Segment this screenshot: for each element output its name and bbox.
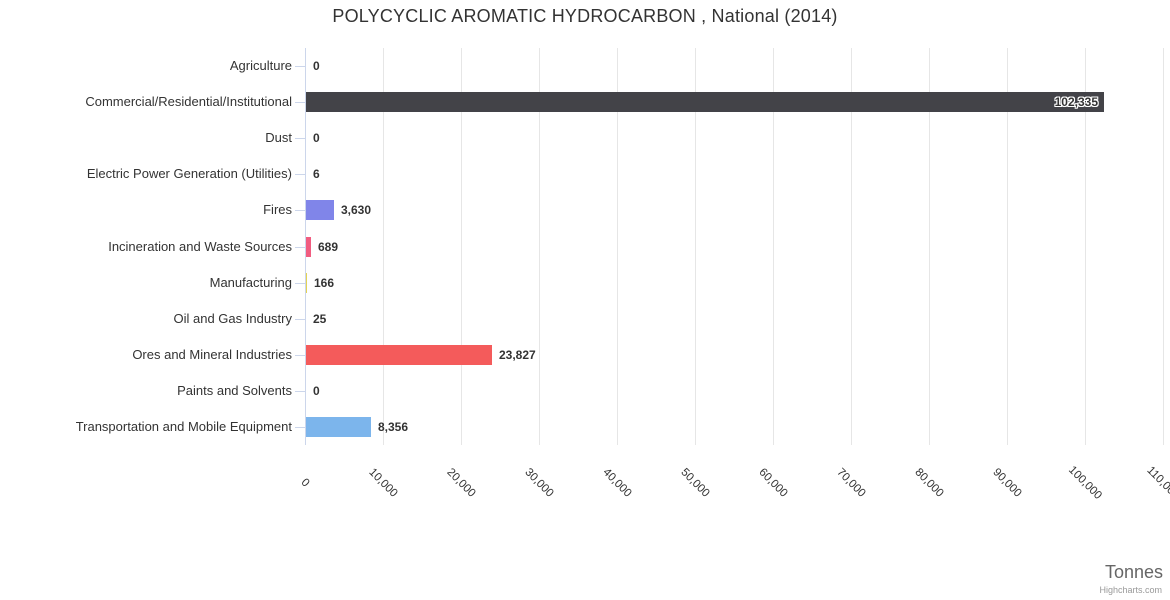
category-label: Transportation and Mobile Equipment [75,419,292,434]
category-label: Oil and Gas Industry [173,311,293,326]
gridline [461,48,462,445]
value-label: 23,827 [499,348,536,362]
gridline [383,48,384,445]
category-label: Dust [265,130,292,145]
x-axis-tick-label: 10,000 [366,466,400,500]
category-label: Agriculture [229,58,292,73]
gridline [617,48,618,445]
x-axis-tick-label: 40,000 [600,466,634,500]
bar[interactable] [306,345,492,365]
category-label: Electric Power Generation (Utilities) [86,166,292,181]
value-label: 6 [313,167,320,181]
value-label: 166 [314,276,335,290]
category-tick [295,427,305,428]
category-label: Ores and Mineral Industries [132,347,292,362]
chart-title: POLYCYCLIC AROMATIC HYDROCARBON , Nation… [332,6,838,26]
x-axis-tick-label: 50,000 [678,466,712,500]
x-axis-tick-label: 70,000 [834,466,868,500]
value-label: 25 [313,312,327,326]
x-axis-title: Tonnes [1104,562,1163,582]
gridline [1163,48,1164,445]
x-axis-tick-label: 60,000 [756,466,790,500]
highcharts-credit-link[interactable]: Highcharts.com [1099,585,1162,595]
category-label: Paints and Solvents [177,383,292,398]
value-label: 689 [318,240,339,254]
category-tick [295,210,305,211]
category-tick [295,102,305,103]
gridline [695,48,696,445]
value-label: 0 [313,384,320,398]
category-label: Incineration and Waste Sources [108,239,292,254]
gridline [1007,48,1008,445]
category-label: Fires [263,202,292,217]
value-label: 8,356 [378,420,409,434]
bar[interactable] [306,92,1104,112]
x-axis-tick-label: 80,000 [912,466,946,500]
gridline [851,48,852,445]
value-label: 102,335 [1054,95,1098,109]
category-tick [295,319,305,320]
gridline [539,48,540,445]
category-tick [295,355,305,356]
category-axis-line [305,48,306,445]
value-label: 3,630 [341,203,372,217]
category-tick [295,174,305,175]
category-tick [295,247,305,248]
category-tick [295,66,305,67]
x-axis-tick-label: 0 [298,476,312,490]
value-label: 0 [313,59,320,73]
x-axis-tick-label: 110,000 [1144,464,1170,502]
category-tick [295,283,305,284]
x-axis-tick-label: 100,000 [1066,464,1104,502]
gridline [929,48,930,445]
x-axis-tick-label: 90,000 [990,466,1024,500]
bar[interactable] [306,237,311,257]
category-tick [295,391,305,392]
category-tick [295,138,305,139]
category-label: Manufacturing [209,275,292,290]
bar[interactable] [306,200,334,220]
category-label: Commercial/Residential/Institutional [85,94,292,109]
gridline [1085,48,1086,445]
gridline [773,48,774,445]
bar[interactable] [306,417,371,437]
x-axis-tick-label: 20,000 [444,466,478,500]
bar[interactable] [306,273,307,293]
value-label: 0 [313,131,320,145]
x-axis-tick-label: 30,000 [522,466,556,500]
